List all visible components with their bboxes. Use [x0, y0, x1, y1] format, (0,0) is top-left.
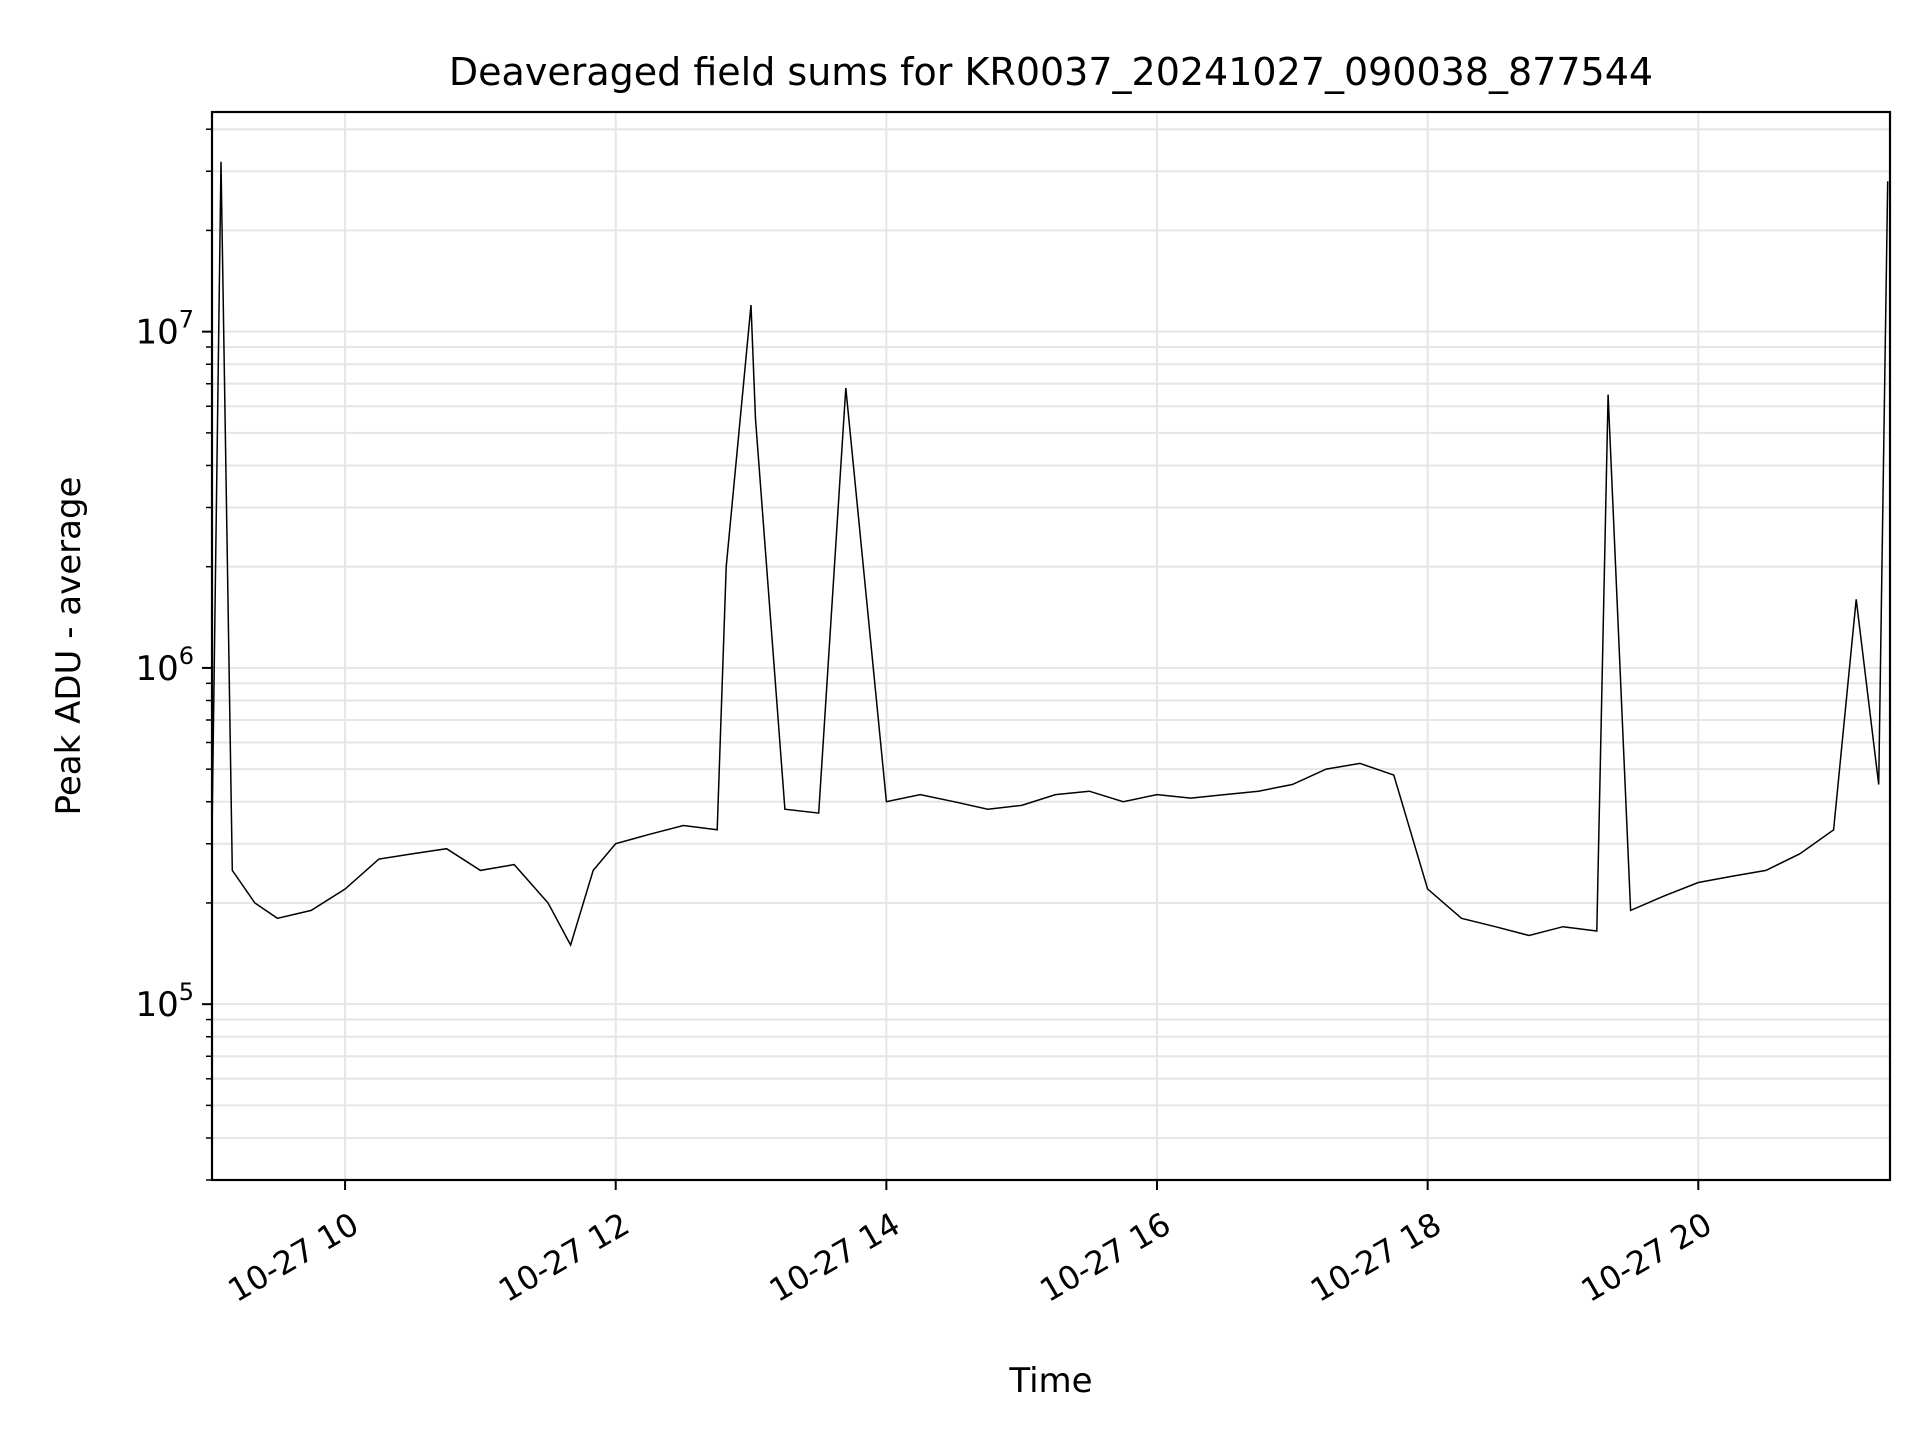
- y-tick-label: 107: [135, 306, 194, 353]
- y-axis: 105 106 107: [135, 128, 212, 1181]
- plot-area: [212, 161, 1889, 947]
- series-line: [212, 161, 1889, 947]
- chart-title: Deaveraged field sums for KR0037_2024102…: [449, 50, 1653, 94]
- y-tick-label: 105: [135, 978, 194, 1025]
- y-tick-label: 106: [135, 642, 194, 689]
- y-axis-label: Peak ADU - average: [49, 477, 89, 816]
- grid-lines: [212, 112, 1890, 1181]
- x-axis-label: Time: [1008, 1361, 1092, 1401]
- series-group: [212, 161, 1889, 947]
- plot-frame: [210, 110, 1892, 1182]
